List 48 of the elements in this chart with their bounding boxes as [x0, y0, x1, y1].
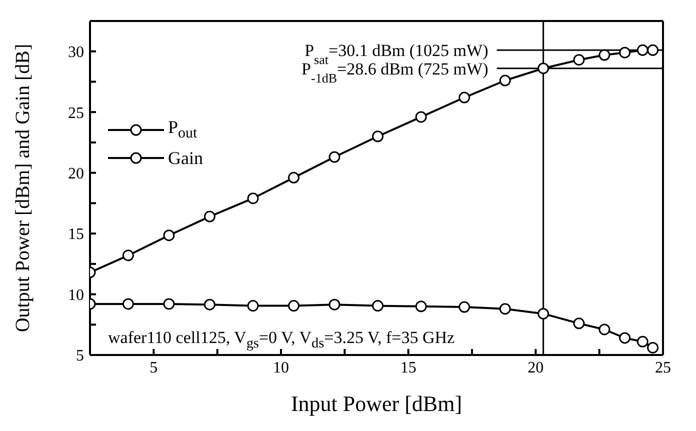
point: [647, 44, 659, 56]
point: [499, 74, 511, 86]
point: [372, 300, 384, 312]
y-tick-label: 15: [68, 226, 84, 244]
x-tick-label: 20: [528, 359, 544, 376]
point: [458, 301, 470, 313]
point: [163, 298, 175, 310]
point: [598, 324, 610, 336]
y-tick-label: 5: [76, 348, 84, 365]
point: [598, 49, 610, 61]
point: [288, 172, 300, 184]
point: [538, 308, 550, 320]
point: [328, 298, 340, 310]
x-axis-title: Input Power [dBm]: [290, 391, 462, 416]
y-tick-label: 20: [68, 166, 84, 182]
point: [636, 44, 648, 56]
y-tick-label: 25: [68, 104, 84, 122]
point: [122, 298, 134, 310]
x-tick-label: 5: [150, 359, 158, 376]
point: [204, 298, 216, 310]
point: [499, 303, 511, 315]
point: [573, 318, 585, 330]
point: [328, 151, 340, 163]
point: [415, 111, 427, 123]
point: [647, 342, 659, 354]
point: [122, 250, 134, 262]
point: [538, 62, 550, 74]
annotation: wafer110 cell125, V$_{gs}$=0 V, V$_{ds}$=3.25 V, f=35 GHz: [108, 328, 455, 352]
point: [458, 92, 470, 104]
point: [247, 192, 259, 204]
point: [415, 300, 427, 312]
point: [372, 130, 384, 142]
y-axis-title: Output Power [dBm] and Gain [dB]: [12, 44, 34, 332]
y-tick-label: 10: [68, 286, 84, 304]
y-tick-label: 30: [68, 44, 84, 62]
point: [247, 300, 259, 312]
point: [636, 336, 648, 348]
point: [204, 210, 216, 222]
x-tick-label: 10: [273, 359, 289, 376]
point: [573, 54, 585, 66]
x-tick-label: 15: [400, 359, 416, 376]
x-tick-label: 25: [655, 359, 671, 376]
point: [288, 300, 300, 312]
point: [619, 332, 631, 344]
legend-label: P$_{out}$: [168, 117, 198, 143]
legend-label: Gain: [168, 148, 203, 168]
point: [163, 230, 175, 242]
point: [619, 46, 631, 58]
